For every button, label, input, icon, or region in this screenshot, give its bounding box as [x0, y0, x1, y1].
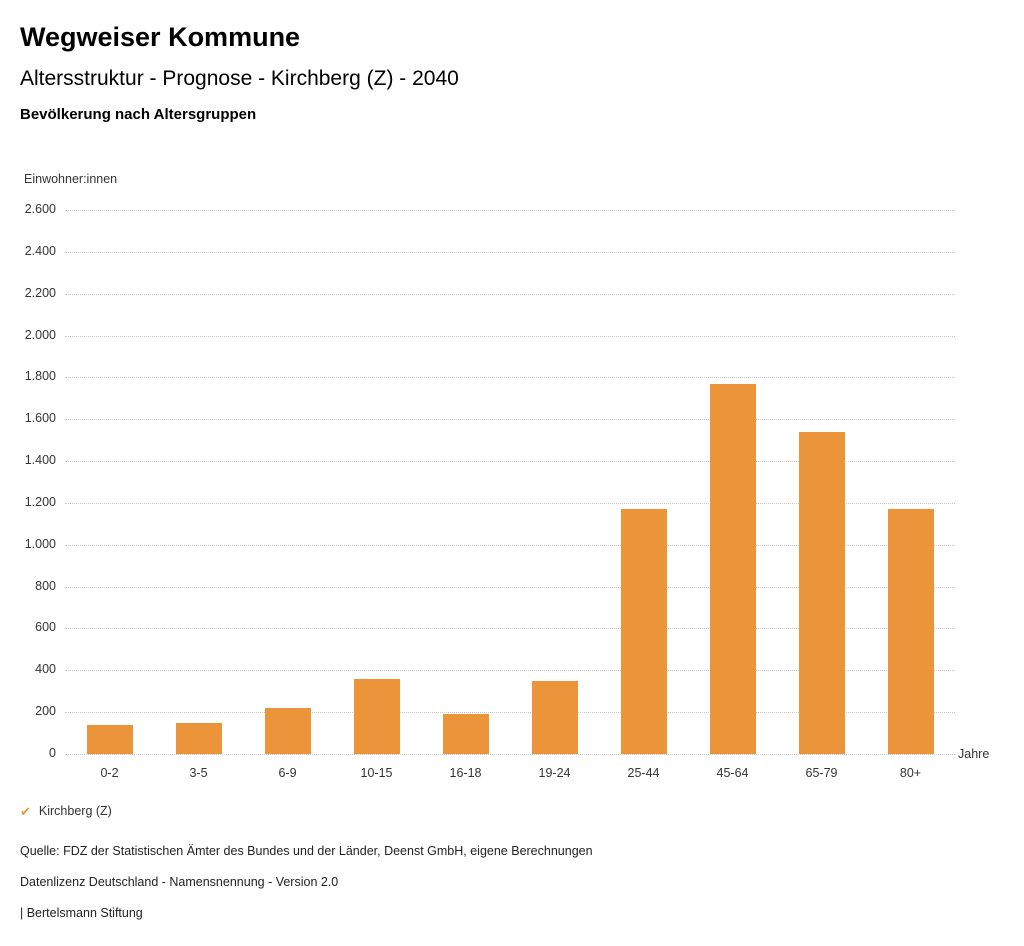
x-tick-label: 25-44	[627, 766, 660, 780]
attribution-text: | Bertelsmann Stiftung	[20, 906, 143, 920]
y-axis-title: Einwohner:innen	[24, 172, 118, 186]
x-tick-label: 6-9	[278, 766, 297, 780]
x-tick-label: 19-24	[538, 766, 571, 780]
y-tick-label: 2.600	[24, 202, 56, 216]
y-tick-label: 400	[35, 662, 56, 677]
x-tick-label: 0-2	[100, 766, 119, 780]
y-tick-label: 0	[49, 746, 56, 760]
gridline	[65, 377, 955, 379]
x-tick-label: 16-18	[449, 766, 482, 780]
bar-80+[interactable]	[887, 509, 934, 754]
gridline	[65, 461, 955, 463]
y-tick-label: 600	[35, 620, 56, 635]
legend-label: Kirchberg (Z)	[38, 804, 112, 818]
gridline	[65, 544, 955, 546]
y-tick-label: 1.800	[24, 369, 56, 384]
y-tick-label: 2.400	[24, 243, 56, 258]
bar-16-18[interactable]	[442, 714, 489, 754]
bar-65-79[interactable]	[798, 431, 845, 754]
y-tick-label: 200	[35, 704, 56, 719]
x-axis-title: Jahre	[958, 747, 990, 761]
y-tick-label: 1.000	[24, 536, 56, 551]
check-icon: ✔	[20, 803, 31, 819]
gridline	[65, 712, 955, 714]
page-title: Altersstruktur - Prognose - Kirchberg (Z…	[20, 67, 459, 90]
x-tick-label: 80+	[899, 766, 922, 780]
gridline	[65, 670, 955, 672]
gridline	[65, 293, 955, 295]
y-tick-label: 1.200	[24, 494, 56, 509]
y-tick-label: 1.600	[24, 411, 56, 426]
bar-25-44[interactable]	[620, 509, 667, 754]
gridline	[65, 628, 955, 630]
gridline	[65, 502, 955, 504]
x-tick-label: 45-64	[716, 766, 749, 780]
gridline	[65, 586, 955, 588]
y-tick-label: 800	[35, 578, 56, 593]
gridline	[65, 251, 955, 253]
bar-10-15[interactable]	[353, 678, 400, 754]
gridline	[65, 335, 955, 337]
y-tick-label: 2.200	[24, 285, 56, 300]
x-tick-label: 65-79	[805, 766, 838, 780]
gridline	[65, 419, 955, 421]
legend-item-kirchberg[interactable]: ✔ Kirchberg (Z)	[20, 804, 112, 818]
bar-0-2[interactable]	[86, 724, 133, 754]
y-tick-label: 2.000	[24, 327, 56, 342]
license-text: Datenlizenz Deutschland - Namensnennung …	[20, 875, 339, 889]
bar-45-64[interactable]	[709, 383, 756, 754]
y-tick-label: 1.400	[24, 453, 56, 468]
app-title: Wegweiser Kommune	[20, 22, 301, 52]
source-text: Quelle: FDZ der Statistischen Ämter des …	[20, 844, 593, 858]
x-tick-label: 10-15	[360, 766, 393, 780]
x-tick-label: 3-5	[189, 766, 208, 780]
bar-19-24[interactable]	[531, 680, 578, 754]
gridline	[65, 754, 955, 755]
chart-title: Bevölkerung nach Altersgruppen	[20, 106, 257, 123]
bar-3-5[interactable]	[175, 722, 222, 754]
gridline	[65, 210, 955, 211]
bar-6-9[interactable]	[264, 707, 311, 754]
